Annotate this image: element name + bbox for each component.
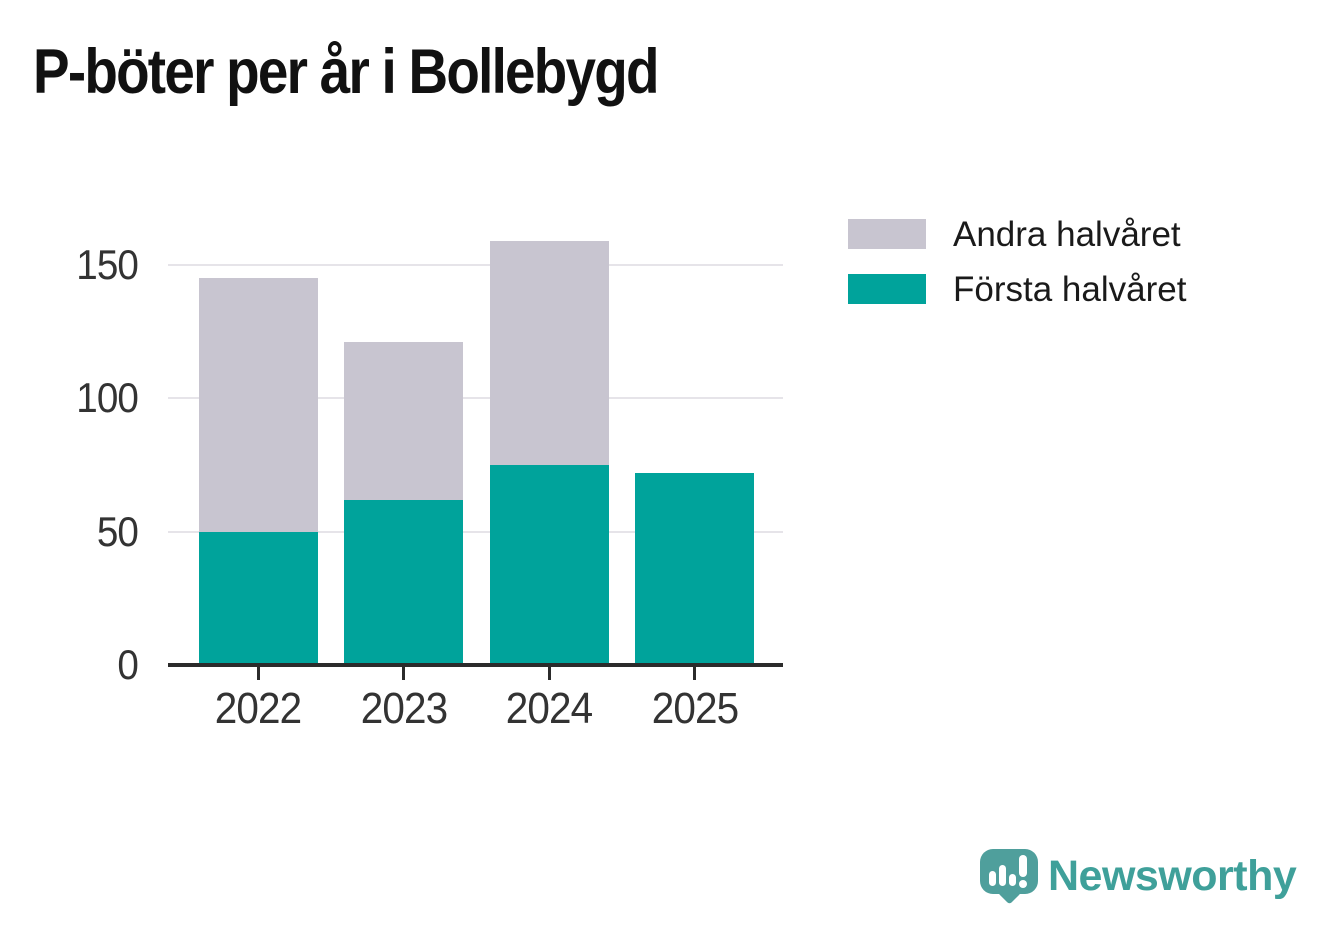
bar-segment-2023-andra-halvåret [344, 342, 463, 500]
logo-bar-icon [989, 871, 996, 886]
gridline [168, 397, 783, 400]
x-tick-label: 2022 [214, 684, 302, 733]
gridline [168, 530, 783, 533]
x-tick-mark [256, 667, 260, 680]
bar-segment-2024-första-halvåret [489, 464, 609, 665]
newsworthy-wordmark: Newsworthy [1048, 852, 1297, 900]
y-tick-label: 150 [76, 240, 139, 288]
chart-title: P-böter per år i Bollebygd [33, 37, 660, 107]
bar-segment-2023-första-halvåret [344, 499, 463, 665]
logo-exclamation-dot-icon [1019, 880, 1027, 888]
legend-label: Första halvåret [953, 269, 1187, 309]
x-tick-mark [402, 667, 405, 680]
y-tick-label: 50 [96, 507, 139, 555]
bar-segment-2022-andra-halvåret [198, 278, 318, 532]
legend-item: Första halvåret [848, 269, 1187, 309]
logo-bar-icon [999, 865, 1006, 886]
logo-exclamation-icon [1019, 855, 1027, 877]
legend-label: Andra halvåret [953, 214, 1181, 254]
logo-bubble [980, 849, 1038, 894]
bar-segment-2024-andra-halvåret [489, 240, 609, 465]
logo-bar-icon [1009, 874, 1016, 886]
x-tick-label: 2023 [360, 684, 447, 733]
bar-segment-2025-första-halvåret [635, 472, 754, 665]
y-tick-label: 100 [76, 374, 139, 422]
x-tick-label: 2025 [651, 684, 738, 733]
x-axis-line [168, 663, 783, 667]
x-tick-mark [693, 667, 696, 680]
branding: Newsworthy [978, 846, 1297, 908]
legend-swatch [848, 274, 926, 304]
gridline [168, 263, 783, 266]
bar-segment-2022-första-halvåret [198, 531, 318, 665]
newsworthy-logo-icon [978, 846, 1040, 908]
legend: Andra halvåret Första halvåret [848, 214, 1187, 329]
legend-item: Andra halvåret [848, 214, 1186, 254]
x-tick-label: 2024 [505, 684, 593, 733]
x-tick-mark [547, 667, 551, 680]
y-tick-label: 0 [117, 641, 138, 688]
legend-swatch [848, 219, 926, 249]
